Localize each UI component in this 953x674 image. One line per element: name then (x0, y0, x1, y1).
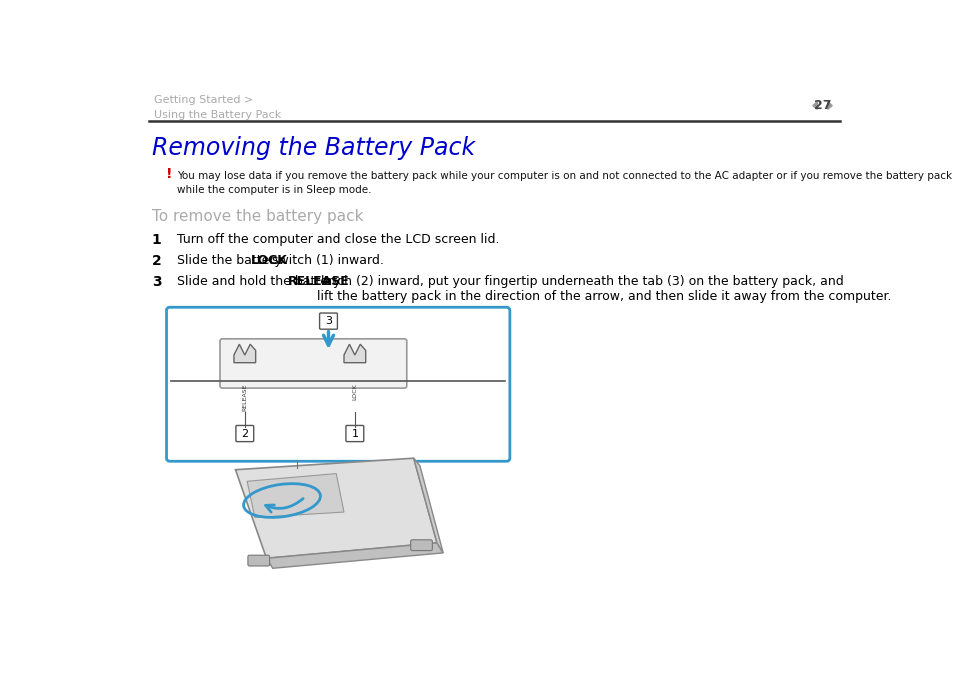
Text: Removing the Battery Pack: Removing the Battery Pack (152, 136, 475, 160)
Polygon shape (233, 344, 255, 363)
FancyBboxPatch shape (410, 540, 432, 551)
Polygon shape (247, 474, 344, 518)
Polygon shape (344, 344, 365, 363)
Polygon shape (414, 458, 443, 553)
FancyBboxPatch shape (220, 339, 406, 388)
Text: To remove the battery pack: To remove the battery pack (152, 210, 363, 224)
Text: Slide the battery: Slide the battery (177, 254, 286, 267)
Text: switch (1) inward.: switch (1) inward. (268, 254, 383, 267)
Polygon shape (827, 102, 831, 109)
Text: !: ! (166, 167, 172, 181)
Text: 2: 2 (241, 429, 248, 439)
FancyBboxPatch shape (346, 425, 363, 441)
Text: 1: 1 (152, 233, 161, 247)
Polygon shape (812, 102, 817, 109)
Text: 1: 1 (351, 429, 358, 439)
Polygon shape (266, 543, 443, 568)
Text: LOCK: LOCK (251, 254, 288, 267)
Text: 27: 27 (813, 99, 831, 112)
Text: RELEASE: RELEASE (242, 384, 247, 411)
FancyBboxPatch shape (319, 313, 337, 329)
Text: Turn off the computer and close the LCD screen lid.: Turn off the computer and close the LCD … (177, 233, 499, 245)
Polygon shape (235, 458, 436, 558)
FancyBboxPatch shape (235, 425, 253, 441)
Text: You may lose data if you remove the battery pack while your computer is on and n: You may lose data if you remove the batt… (177, 171, 951, 195)
Text: LOCK: LOCK (352, 384, 357, 400)
Text: RELEASE: RELEASE (288, 275, 350, 288)
Text: latch (2) inward, put your fingertip underneath the tab (3) on the battery pack,: latch (2) inward, put your fingertip und… (316, 275, 891, 303)
FancyBboxPatch shape (248, 555, 270, 566)
Text: Getting Started >
Using the Battery Pack: Getting Started > Using the Battery Pack (154, 95, 281, 119)
Text: 3: 3 (152, 275, 161, 289)
Text: 3: 3 (325, 316, 332, 326)
Text: Slide and hold the battery: Slide and hold the battery (177, 275, 345, 288)
Text: 2: 2 (152, 254, 161, 268)
FancyBboxPatch shape (167, 307, 509, 461)
